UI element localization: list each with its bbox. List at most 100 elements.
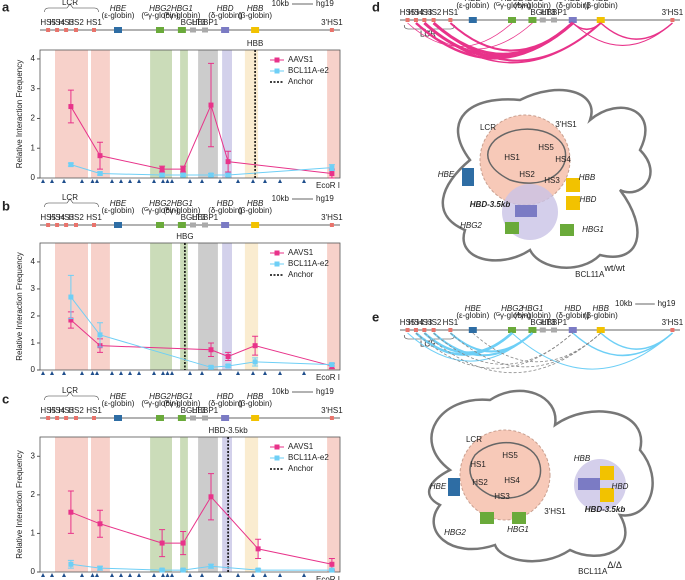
- hs-label: 3'HS1: [321, 213, 343, 222]
- hs-site: [670, 18, 675, 22]
- site-marker: [80, 371, 84, 375]
- gene: [539, 327, 546, 333]
- region-highlight: [150, 50, 172, 178]
- data-point: [329, 171, 335, 177]
- site-marker: [278, 179, 282, 183]
- site-marker: [165, 573, 170, 577]
- gene-name: HBD: [564, 0, 581, 3]
- legend-label: BCL11A-e2: [288, 66, 329, 75]
- site-marker: [200, 573, 204, 577]
- hs-label: 3'HS1: [321, 406, 343, 415]
- site-marker: [165, 371, 170, 375]
- gene: [568, 327, 577, 333]
- diagram-label: HS1: [504, 153, 520, 162]
- hs-site: [55, 416, 60, 420]
- hs-site: [92, 28, 96, 32]
- hs-site: [74, 416, 78, 420]
- hs-label: HS4: [49, 213, 65, 222]
- contact-arc: [407, 332, 533, 362]
- region-highlight: [327, 50, 340, 178]
- hs-label: 3'HS1: [662, 8, 684, 17]
- y-tick-label: 0: [31, 173, 36, 182]
- site-marker: [119, 179, 123, 183]
- gene-name: HBBP1: [192, 406, 219, 415]
- region-highlight: [180, 50, 188, 178]
- legend-label: BCL11A-e2: [288, 259, 329, 268]
- gene-sub: (δ-globin): [208, 11, 242, 20]
- gene-sub: (ᴳγ-globin): [141, 399, 179, 408]
- hs-site: [64, 223, 69, 227]
- gene-sub: (ε-globin): [102, 399, 135, 408]
- diagram-label: HBB: [579, 173, 596, 182]
- site-marker: [200, 371, 204, 375]
- gene-sub: (β-globin): [238, 399, 272, 408]
- y-tick-label: 2: [31, 490, 36, 499]
- site-marker: [152, 573, 156, 577]
- site-marker: [251, 371, 255, 375]
- hs-site: [329, 416, 334, 420]
- region-highlight: [180, 243, 188, 370]
- contact-arc: [433, 332, 574, 365]
- y-tick-label: 4: [31, 257, 36, 266]
- legend-marker: [274, 68, 280, 74]
- region-highlight: [198, 437, 218, 572]
- gene: [177, 415, 186, 421]
- data-point: [68, 317, 74, 323]
- data-point: [208, 494, 214, 500]
- hs-site: [448, 18, 453, 22]
- hs-site: [329, 28, 334, 32]
- data-point: [180, 567, 186, 573]
- gene: [190, 415, 196, 421]
- data-point: [97, 521, 103, 527]
- data-point: [252, 343, 258, 349]
- gene: [468, 327, 477, 333]
- gene-sub: (β-globin): [584, 311, 618, 320]
- gene: [508, 327, 516, 333]
- panel-label: b: [2, 198, 10, 213]
- gene-name: HBD: [217, 4, 234, 13]
- data-point: [159, 540, 165, 546]
- gene: [508, 17, 516, 23]
- diagram-label: HS5: [538, 143, 554, 152]
- gene: [221, 222, 230, 228]
- hs-label: HS4: [408, 8, 424, 17]
- hs-label: HS2: [68, 18, 84, 27]
- data-point: [255, 546, 261, 552]
- legend-label: Anchor: [288, 77, 314, 86]
- hs-label: HS5: [400, 8, 416, 17]
- diagram-label: HBD: [580, 195, 597, 204]
- chromatin-outline: [427, 389, 654, 563]
- site-marker: [218, 179, 222, 183]
- gene: [251, 415, 260, 421]
- legend-marker: [274, 57, 280, 63]
- region-highlight: [198, 50, 218, 178]
- gene: [202, 415, 208, 421]
- gene-name: HBD: [217, 392, 234, 401]
- diagram-label: HS3: [494, 492, 510, 501]
- gene: [114, 415, 122, 421]
- plot-frame: [39, 242, 341, 371]
- build-label: hg19: [316, 387, 334, 396]
- gene-sub: (β-globin): [238, 206, 272, 215]
- hs-label: HS4: [49, 406, 65, 415]
- site-label: EcoR I: [316, 575, 340, 580]
- hs-site: [422, 328, 427, 332]
- gene-sub: (ᴳγ-globin): [493, 1, 531, 10]
- hs-site: [92, 223, 96, 227]
- diagram-label: HBB: [574, 454, 591, 463]
- legend-label: AAVS1: [288, 248, 314, 257]
- site-marker: [90, 371, 95, 375]
- region-highlight: [180, 437, 188, 572]
- chart-title: HBG: [176, 232, 193, 241]
- diagram-label: HS5: [502, 451, 518, 460]
- diagram-label: HS4: [504, 476, 520, 485]
- contact-arc: [449, 22, 574, 52]
- gene-name: HBB: [593, 0, 610, 3]
- gene: [539, 17, 546, 23]
- hs-site: [405, 328, 410, 332]
- data-point: [225, 172, 231, 178]
- y-tick-label: 3: [31, 451, 36, 460]
- gene-name: BGLT3: [530, 318, 555, 327]
- gene: [221, 27, 230, 33]
- gene-name: HBBP1: [541, 8, 568, 17]
